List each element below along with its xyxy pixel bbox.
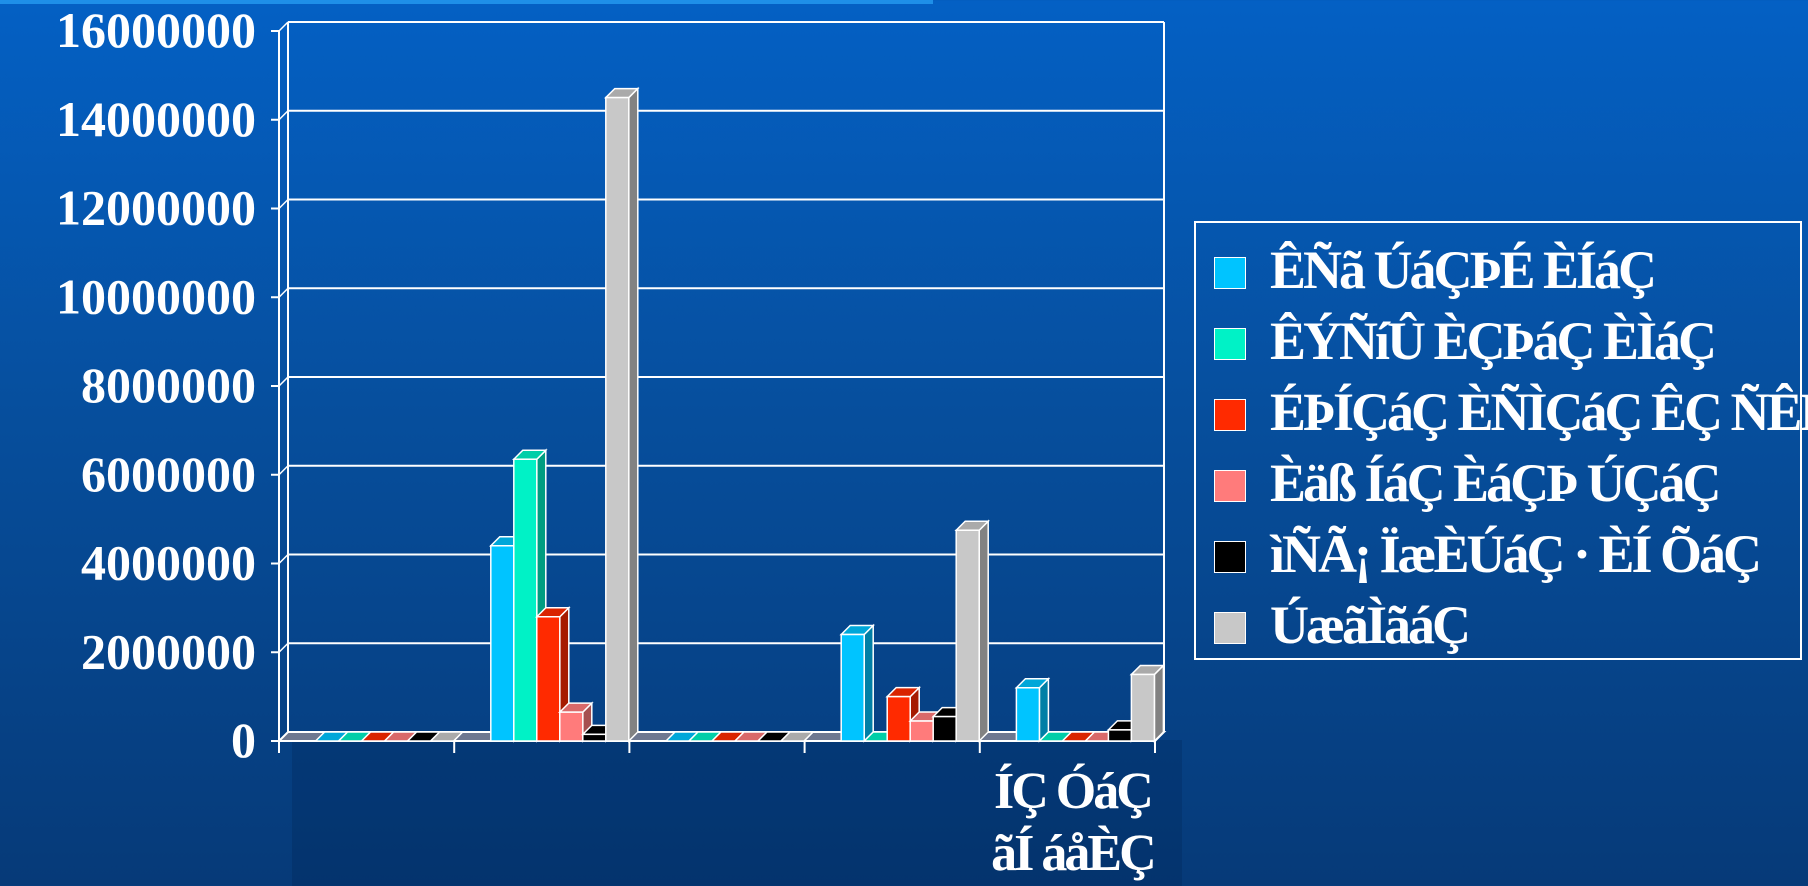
y-tick-label: 8000000 — [81, 357, 256, 413]
legend-label: ÉÞÍÇáÇ ÈÑÌÇáÇ ÊÇ ÑÊÞÒ — [1270, 382, 1808, 442]
y-tick-label: 12000000 — [56, 180, 256, 236]
chart-legend: ÊÑã ÚáÇÞÉ ÈÍáÇ ÊÝÑíÛ ÈÇÞáÇ ÈÌáÇ ÉÞÍÇáÇ ÈÑÌ… — [1194, 221, 1808, 660]
bar-top — [428, 731, 465, 742]
y-tick-label: 2000000 — [81, 623, 256, 679]
legend-label: Èäß ÍáÇ ÈáÇÞ ÚÇáÇ — [1270, 453, 1722, 513]
bar — [909, 720, 934, 742]
bar — [582, 733, 607, 742]
bar-side — [863, 623, 874, 743]
legend-label: ÚæãÌãáÇ — [1270, 595, 1471, 655]
bar — [559, 711, 584, 742]
bar — [932, 715, 957, 742]
bar — [840, 633, 865, 742]
bar — [955, 529, 980, 742]
bar — [886, 695, 911, 742]
y-tick-label: 6000000 — [81, 446, 256, 502]
bar-top — [779, 731, 815, 742]
top-accent-bar — [0, 0, 933, 4]
legend-swatch — [1214, 612, 1246, 644]
bar — [490, 545, 515, 742]
legend-label: ÊÝÑíÛ ÈÇÞáÇ ÈÌáÇ — [1270, 311, 1717, 371]
bar-side — [978, 519, 989, 743]
y-tick-label: 4000000 — [81, 535, 256, 591]
wall-diagonal — [278, 376, 289, 387]
bar — [1107, 729, 1133, 742]
bar — [605, 96, 630, 742]
wall-diagonal — [278, 21, 289, 32]
wall-diagonal — [278, 287, 289, 298]
legend-label: ìÑÃ¡ ÏæÈÚáÇ · ÈÍ ÕáÇ — [1270, 524, 1762, 584]
legend-swatch — [1214, 541, 1246, 573]
bar-side — [1153, 663, 1165, 743]
y-tick-label: 16000000 — [56, 2, 256, 58]
x-category-label: ÍÇ ÓáÇ — [994, 762, 1151, 820]
legend-swatch — [1214, 470, 1246, 502]
legend-swatch — [1214, 399, 1246, 431]
wall-diagonal — [278, 642, 289, 653]
y-tick-label: 14000000 — [56, 91, 256, 147]
wall-diagonal — [278, 553, 289, 565]
y-tick-label: 0 — [231, 712, 256, 768]
legend-swatch — [1214, 328, 1246, 360]
bar — [1130, 673, 1156, 742]
wall-diagonal — [278, 465, 289, 476]
wall-diagonal — [278, 198, 289, 210]
bar-side — [628, 86, 639, 743]
y-tick-label: 10000000 — [56, 268, 256, 324]
bar — [1015, 687, 1041, 742]
bar — [513, 458, 538, 742]
bar-chart: 16000000 14000000 12000000 10000000 8000000 6… — [56, 2, 1165, 882]
bar — [536, 616, 561, 742]
wall-diagonal — [278, 110, 289, 121]
lower-panel — [292, 740, 1182, 886]
legend-swatch — [1214, 257, 1246, 289]
bar-side — [1038, 676, 1050, 743]
legend-label: ÊÑã ÚáÇÞÉ ÈÍáÇ — [1270, 240, 1657, 300]
x-category-label: ãÍ áåÈÇ — [991, 824, 1153, 882]
